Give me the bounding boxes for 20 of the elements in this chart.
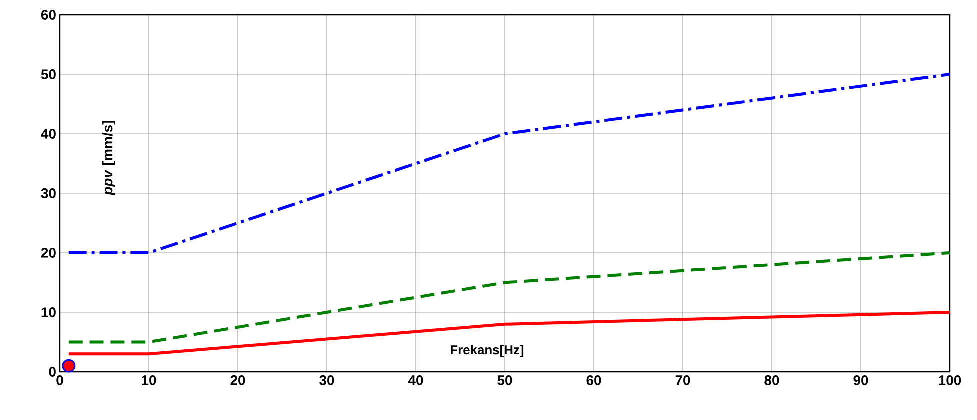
x-tick-label: 100 bbox=[939, 376, 962, 386]
y-tick-label: 40 bbox=[41, 129, 56, 139]
x-tick-label: 90 bbox=[854, 376, 868, 386]
y-tick-label: 50 bbox=[41, 70, 56, 80]
y-tick-label: 60 bbox=[41, 10, 56, 20]
x-tick-label: 70 bbox=[676, 376, 690, 386]
x-tick-label: 10 bbox=[142, 376, 156, 386]
y-axis-title: ppv [mm/s] bbox=[102, 121, 116, 196]
x-tick-label: 80 bbox=[764, 376, 780, 386]
x-axis-title: Frekans[Hz] bbox=[451, 345, 524, 358]
x-tick-label: 0 bbox=[56, 376, 64, 386]
y-tick-label: 10 bbox=[42, 308, 56, 318]
y-tick-label: 20 bbox=[41, 248, 56, 258]
y-tick-label: 30 bbox=[41, 188, 56, 198]
x-tick-label: 40 bbox=[408, 376, 424, 386]
x-tick-label: 30 bbox=[320, 376, 334, 386]
x-tick-label: 50 bbox=[498, 376, 512, 386]
x-tick-label: 20 bbox=[230, 376, 246, 386]
x-tick-label: 60 bbox=[586, 376, 602, 386]
y-tick-label: 0 bbox=[49, 367, 56, 377]
